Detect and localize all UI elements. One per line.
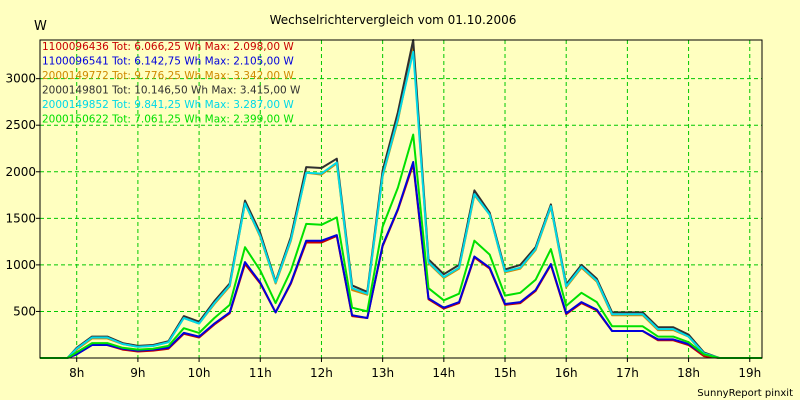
x-tick-label-11: 19h	[738, 366, 761, 380]
credit-text: SunnyReport pinxit	[697, 388, 793, 399]
x-tick-label-0: 8h	[69, 366, 84, 380]
x-tick-label-2: 10h	[188, 366, 211, 380]
plot-border	[39, 39, 763, 359]
x-tick-label-5: 13h	[371, 366, 394, 380]
y-axis: 500 1000 1500 2000 2500 3000	[5, 72, 40, 318]
y-tick-label-3: 2000	[5, 165, 36, 179]
x-axis: 8h 9h 10h 11h 12h 13h 14h 15h 16h 17h 18h 19h	[69, 358, 761, 380]
x-tick-label-9: 17h	[616, 366, 639, 380]
x-tick-label-3: 11h	[249, 366, 272, 380]
legend-entry-1: 1100096541 Tot: 6.142,75 Wh Max: 2.105,0…	[42, 56, 294, 68]
y-tick-label-4: 2500	[5, 118, 36, 132]
x-tick-label-7: 15h	[494, 366, 517, 380]
legend-entry-5: 2000150622 Tot: 7.061,25 Wh Max: 2.399,0…	[42, 114, 294, 126]
legend-entry-4: 2000149852 Tot: 9.841,25 Wh Max: 3.287,0…	[42, 99, 294, 111]
x-tick-label-10: 18h	[677, 366, 700, 380]
x-tick-label-8: 16h	[555, 366, 578, 380]
y-tick-label-0: 500	[13, 304, 36, 318]
y-tick-label-1: 1000	[5, 258, 36, 272]
y-axis-unit: W	[34, 19, 47, 34]
legend: 1100096436 Tot: 6.066,25 Wh Max: 2.098,0…	[42, 41, 301, 126]
chart-title: Wechselrichtervergleich vom 01.10.2006	[270, 13, 517, 27]
grid	[40, 40, 762, 358]
series-line-5	[40, 133, 762, 359]
legend-entry-3: 2000149801 Tot: 10.146,50 Wh Max: 3.415,…	[42, 85, 301, 97]
y-tick-label-2: 1500	[5, 211, 36, 225]
legend-entry-2: 2000149772 Tot: 9.776,25 Wh Max: 3.342,0…	[42, 70, 294, 82]
x-tick-label-1: 9h	[130, 366, 145, 380]
legend-entry-0: 1100096436 Tot: 6.066,25 Wh Max: 2.098,0…	[42, 41, 294, 53]
y-tick-label-5: 3000	[5, 72, 36, 86]
series-line-4	[40, 50, 762, 359]
x-tick-label-4: 12h	[310, 366, 333, 380]
series-lines	[40, 39, 762, 359]
x-tick-label-6: 14h	[432, 366, 455, 380]
